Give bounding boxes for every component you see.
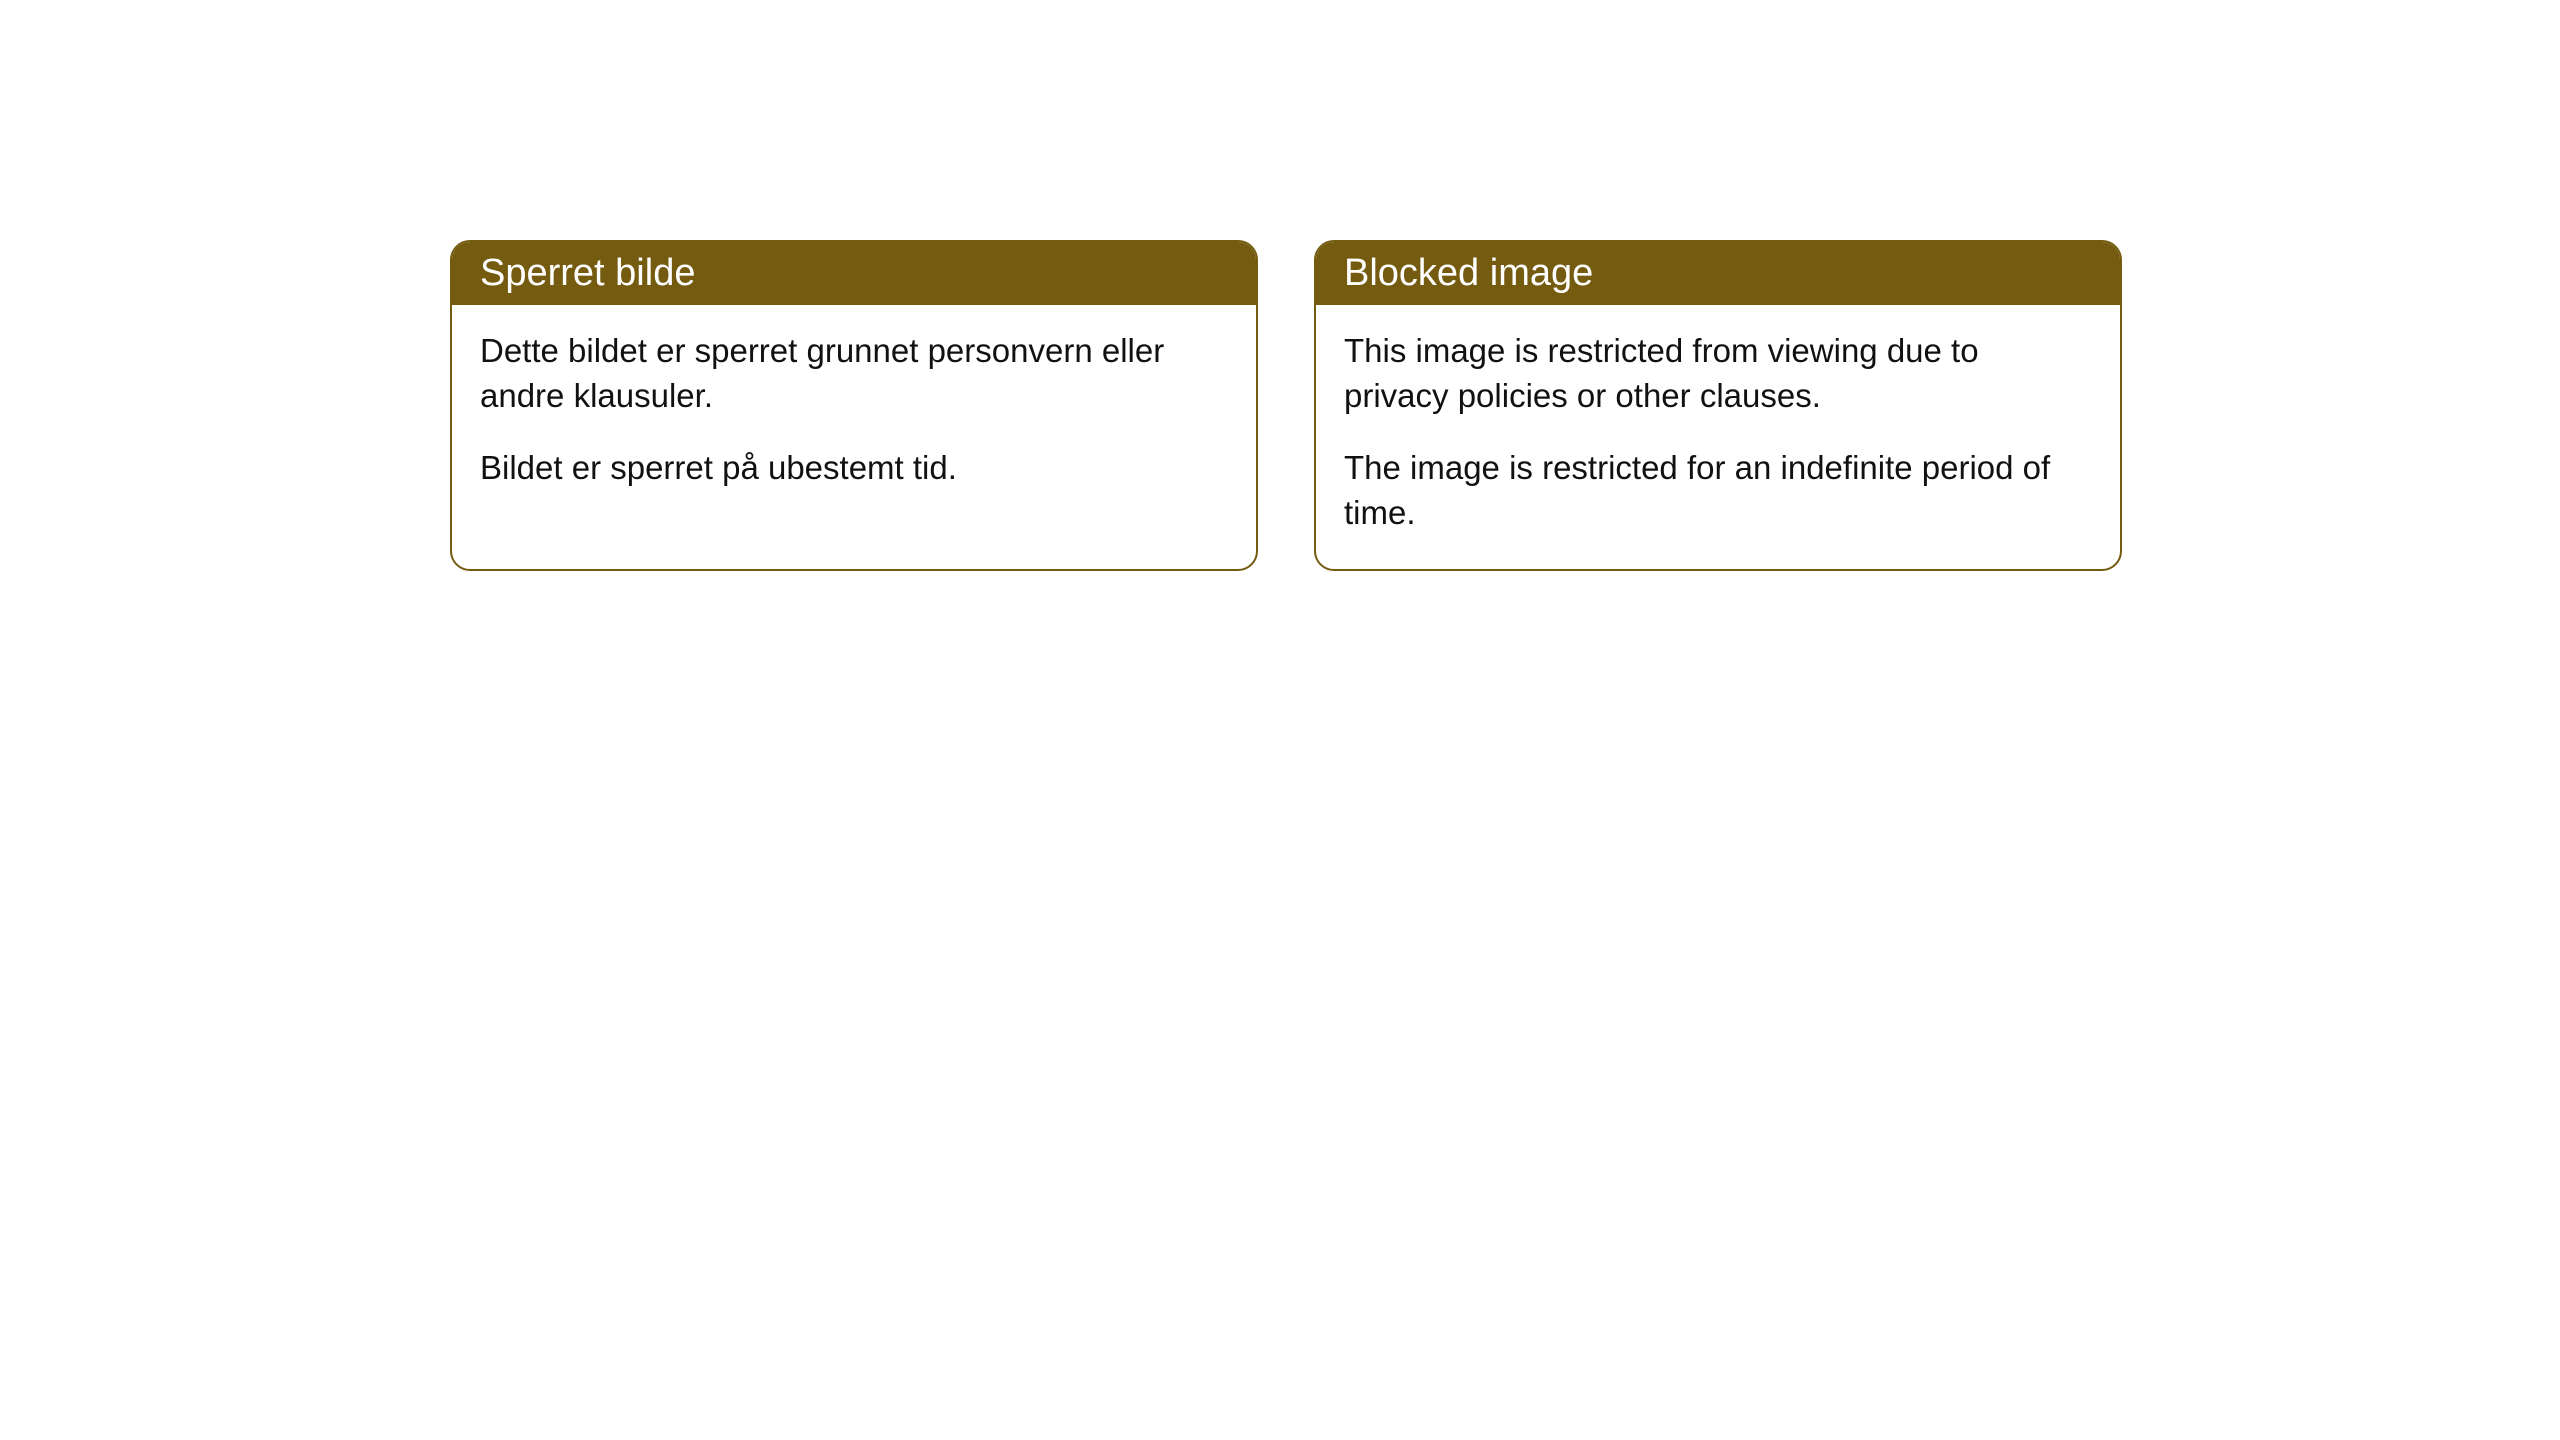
blocked-image-card-norwegian: Sperret bilde Dette bildet er sperret gr… <box>450 240 1258 571</box>
cards-container: Sperret bilde Dette bildet er sperret gr… <box>0 0 2560 571</box>
card-paragraph: This image is restricted from viewing du… <box>1344 329 2092 418</box>
card-body: This image is restricted from viewing du… <box>1316 305 2120 569</box>
card-body: Dette bildet er sperret grunnet personve… <box>452 305 1256 525</box>
card-paragraph: Dette bildet er sperret grunnet personve… <box>480 329 1228 418</box>
card-header: Blocked image <box>1316 242 2120 305</box>
card-paragraph: The image is restricted for an indefinit… <box>1344 446 2092 535</box>
card-title: Sperret bilde <box>480 252 695 294</box>
card-title: Blocked image <box>1344 252 1593 294</box>
card-paragraph: Bildet er sperret på ubestemt tid. <box>480 446 1228 491</box>
card-header: Sperret bilde <box>452 242 1256 305</box>
blocked-image-card-english: Blocked image This image is restricted f… <box>1314 240 2122 571</box>
